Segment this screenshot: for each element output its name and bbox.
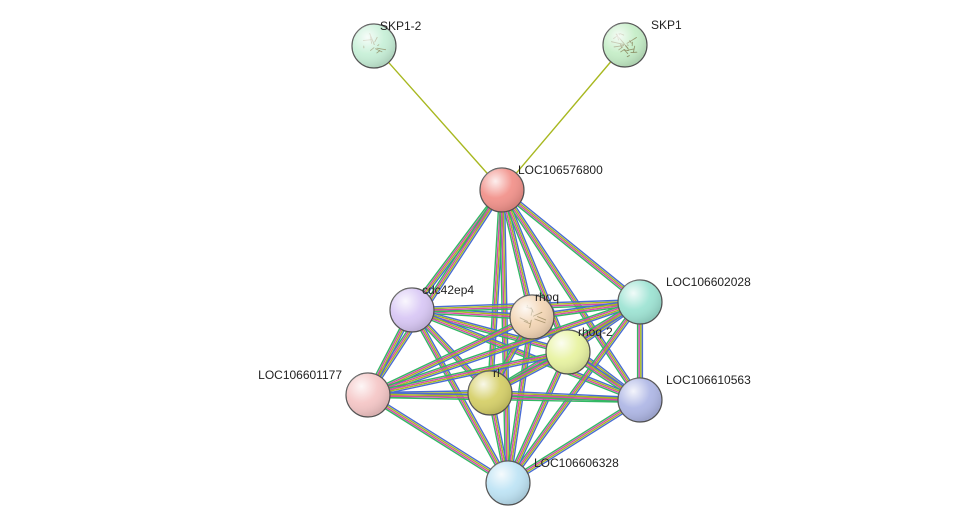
node-loc106606328[interactable]: [486, 461, 530, 505]
node-loc106576800[interactable]: [480, 168, 524, 212]
edge-layer: [366, 45, 643, 485]
node-loc106601177[interactable]: [346, 373, 390, 417]
node-label: LOC106576800: [518, 163, 603, 177]
node-label: LOC106602028: [666, 275, 751, 289]
edge: [508, 399, 640, 482]
node-label: LOC106601177: [258, 368, 342, 382]
node-cdc42ep4[interactable]: [390, 288, 434, 332]
node-skp1_2[interactable]: [352, 24, 396, 68]
node-loc106602028[interactable]: [618, 280, 662, 324]
node-label: LOC106610563: [666, 373, 751, 387]
edge: [374, 46, 502, 190]
node-rhoq_2[interactable]: [546, 330, 590, 374]
edge: [489, 190, 501, 393]
node-rl_mid[interactable]: [468, 371, 512, 415]
node-loc106610563[interactable]: [618, 378, 662, 422]
edge: [369, 190, 503, 395]
node-rhoq[interactable]: [510, 295, 554, 339]
edge: [502, 45, 625, 190]
node-skp1[interactable]: [603, 23, 647, 67]
network-graph: SKP1-2SKP1LOC106576800cdc42ep4rhoqLOC106…: [0, 0, 975, 526]
node-label: SKP1: [651, 18, 682, 32]
edge: [410, 189, 500, 309]
